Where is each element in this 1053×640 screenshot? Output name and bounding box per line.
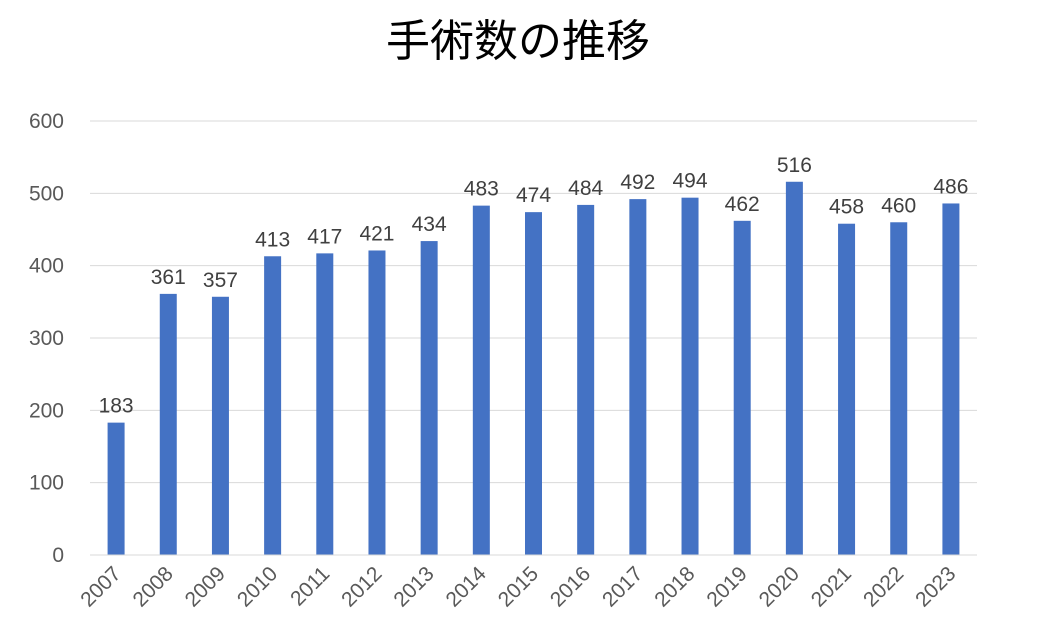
data-label: 183 [99, 395, 134, 418]
x-tick-label: 2008 [129, 562, 178, 611]
x-tick-label: 2019 [702, 562, 751, 611]
data-label: 516 [777, 154, 812, 177]
x-tick-label: 2009 [181, 562, 230, 611]
bar [472, 205, 490, 555]
bar [785, 181, 803, 555]
x-tick-label: 2007 [76, 562, 125, 611]
x-tick-label: 2016 [546, 562, 595, 611]
bar [942, 203, 960, 555]
bars [107, 181, 960, 556]
bar [733, 220, 751, 555]
x-tick-label: 2017 [598, 562, 647, 611]
x-tick-label: 2023 [911, 562, 960, 611]
data-label: 486 [933, 175, 968, 198]
data-label: 361 [151, 266, 186, 289]
bar [681, 197, 699, 555]
bar [368, 250, 386, 555]
data-label: 483 [464, 178, 499, 201]
data-label: 492 [620, 171, 655, 194]
x-tick-label: 2010 [233, 562, 282, 611]
x-tick-label: 2021 [807, 562, 856, 611]
bar [211, 296, 229, 555]
data-label: 421 [359, 222, 394, 245]
x-tick-label: 2018 [650, 562, 699, 611]
bar [420, 241, 438, 555]
data-label: 413 [255, 228, 290, 251]
y-tick-label: 100 [29, 472, 64, 495]
data-labels: 183 361 357 413 417 421 434 483 474 484 492 494 462 5… [99, 154, 969, 418]
data-label: 458 [829, 196, 864, 219]
x-tick-label: 2013 [389, 562, 438, 611]
data-label: 357 [203, 269, 238, 292]
y-tick-label: 300 [29, 327, 64, 350]
x-tick-label: 2012 [337, 562, 386, 611]
bar [264, 256, 282, 555]
x-tick-label: 2014 [442, 562, 492, 612]
bar [316, 253, 334, 555]
y-axis-ticks: 0 100 200 300 400 500 600 [29, 110, 64, 567]
bar [525, 212, 542, 555]
chart-title: 手術数の推移 [386, 16, 650, 67]
y-tick-label: 0 [52, 544, 64, 567]
bar [107, 422, 125, 555]
x-tick-label: 2015 [494, 562, 543, 611]
bar [890, 222, 908, 555]
y-tick-label: 200 [29, 399, 64, 422]
bar [159, 293, 177, 555]
x-tick-label: 2020 [755, 562, 804, 611]
data-label: 474 [516, 184, 551, 207]
data-label: 494 [673, 170, 708, 193]
data-label: 462 [725, 193, 760, 216]
bar [577, 204, 595, 555]
x-tick-label: 2022 [859, 562, 908, 611]
y-tick-label: 400 [29, 255, 64, 278]
data-label: 484 [568, 177, 603, 200]
y-tick-label: 600 [29, 110, 64, 133]
data-label: 434 [412, 213, 447, 236]
bar [838, 223, 856, 556]
y-tick-label: 500 [29, 182, 64, 205]
x-tick-label: 2011 [286, 562, 334, 610]
bar [629, 199, 647, 555]
data-label: 417 [307, 225, 342, 248]
data-label: 460 [881, 194, 916, 217]
x-axis-ticks: 2007 2008 2009 2010 2011 2012 2013 2014 2015 2016… [76, 562, 960, 612]
